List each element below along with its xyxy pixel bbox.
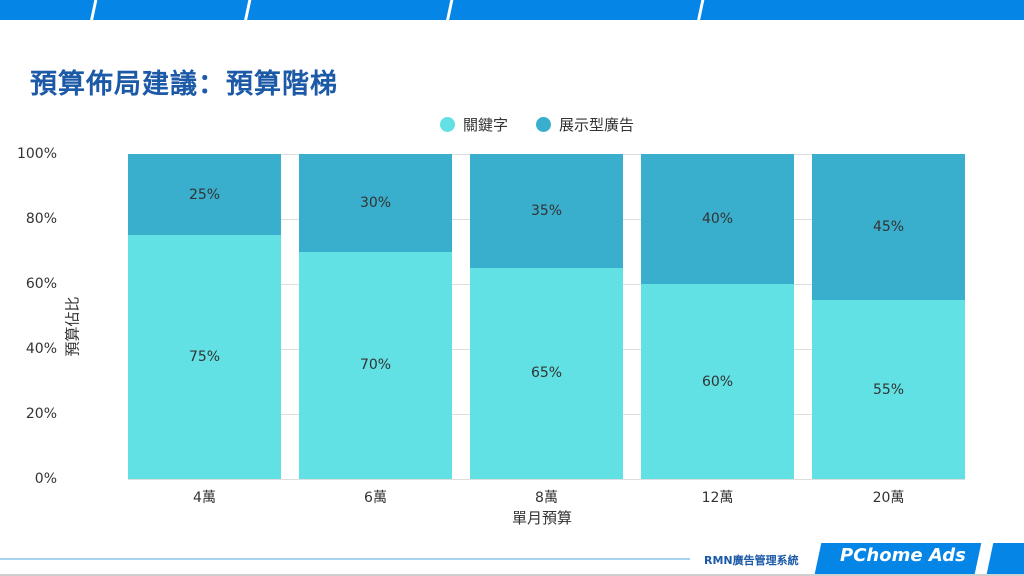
bar-segment-display: 35% — [470, 154, 623, 268]
legend-dot-icon — [536, 117, 552, 132]
chart-plot-area: 0% 20% 40% 60% 80% 100% 25% 75% 30% 70% 35% 65% 40% 6… — [17, 146, 965, 487]
brand-logo: PChome Ads — [840, 545, 966, 566]
legend-dot-icon — [440, 117, 455, 132]
banner-divider — [89, 0, 98, 24]
bar-segment-display: 30% — [299, 154, 452, 252]
legend-label: 關鍵字 — [463, 116, 509, 134]
system-name: RMN廣告管理系統 — [704, 554, 799, 567]
bar-segment-keyword: 65% — [470, 267, 623, 479]
chart-legend: 關鍵字 展示型廣告 — [440, 114, 634, 135]
gridline — [128, 479, 965, 480]
bar-segment-display: 40% — [641, 154, 794, 284]
brand-tail — [986, 543, 1024, 574]
legend-label: 展示型廣告 — [559, 116, 635, 134]
y-tick-label: 60% — [25, 276, 57, 292]
banner-divider — [696, 0, 705, 24]
bar-segment-keyword: 55% — [812, 300, 965, 479]
bar-segment-keyword: 75% — [128, 235, 281, 479]
x-tick-label: 8萬 — [535, 490, 558, 506]
bar-segment-keyword: 60% — [641, 284, 794, 479]
page-title: 預算佈局建議：預算階梯 — [30, 69, 338, 100]
footer-line — [0, 558, 690, 560]
y-tick-label: 0% — [34, 471, 57, 487]
x-tick-label: 12萬 — [701, 490, 734, 506]
legend-item-keyword: 關鍵字 — [440, 114, 508, 135]
bar-6萬: 30% 70% — [299, 154, 452, 479]
x-axis-label: 單月預算 — [512, 509, 573, 527]
x-tick-label: 20萬 — [872, 490, 905, 506]
y-tick-label: 40% — [25, 341, 57, 357]
banner-divider — [243, 0, 252, 24]
bar-segment-display: 25% — [128, 154, 281, 236]
x-tick-label: 4萬 — [193, 490, 216, 506]
y-tick-label: 20% — [25, 406, 57, 422]
bar-20萬: 45% 55% — [812, 154, 965, 479]
bar-4萬: 25% 75% — [128, 154, 281, 479]
bar-8萬: 35% 65% — [470, 154, 623, 479]
y-tick-label: 100% — [16, 146, 57, 162]
banner-divider — [445, 0, 454, 24]
y-tick-label: 80% — [25, 211, 57, 227]
y-axis-label: 預算佔比 — [63, 296, 82, 357]
bar-12萬: 40% 60% — [641, 154, 794, 479]
top-banner — [0, 0, 1024, 24]
x-tick-label: 6萬 — [364, 490, 387, 506]
bar-segment-keyword: 70% — [299, 251, 452, 479]
bar-segment-display: 45% — [812, 154, 965, 301]
legend-item-display: 展示型廣告 — [536, 114, 634, 135]
footer-border — [0, 574, 1024, 576]
